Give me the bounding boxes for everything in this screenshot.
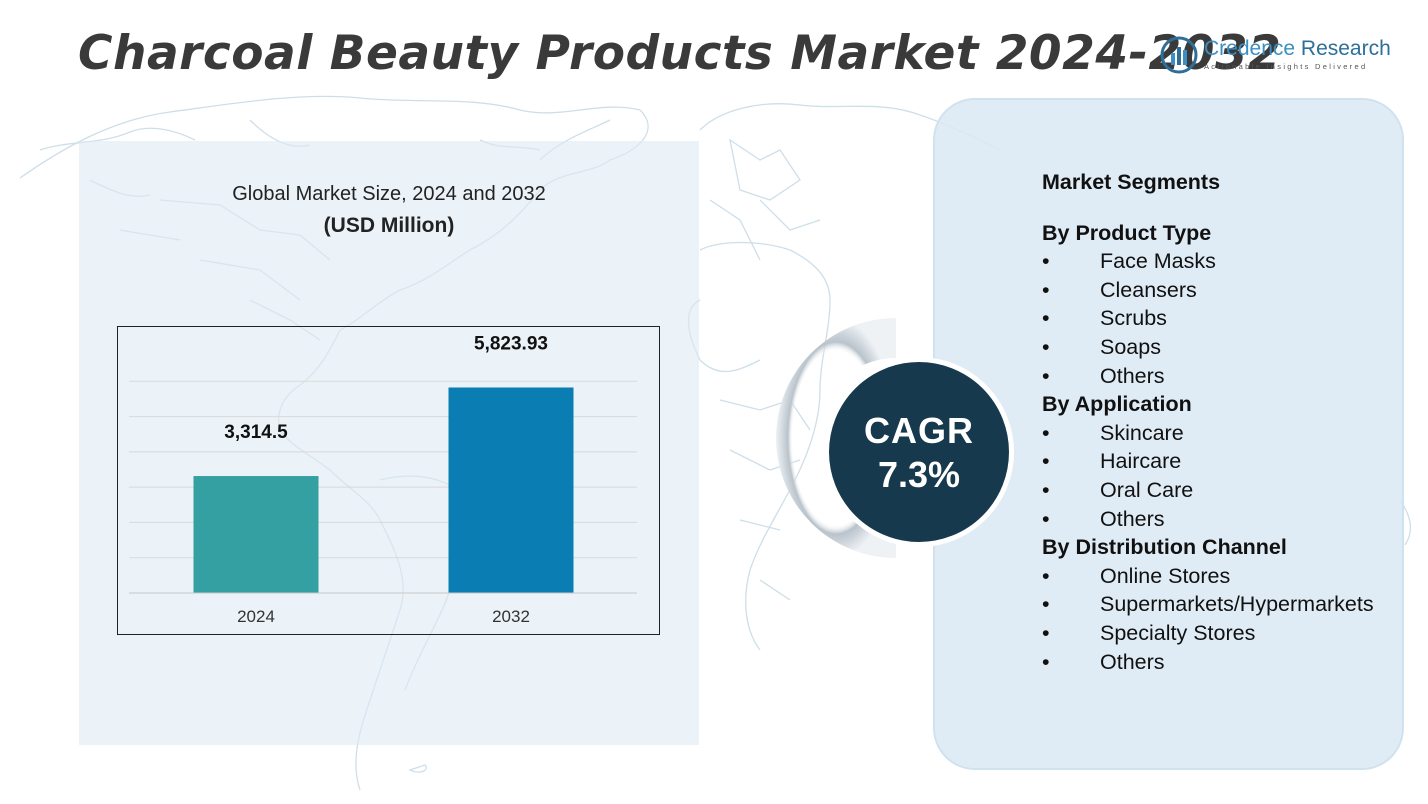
bullet-icon: • (1042, 449, 1050, 474)
segment-item-label: Scrubs (1100, 306, 1167, 331)
segment-item-label: Online Stores (1100, 563, 1231, 588)
page-title: Charcoal Beauty Products Market 2024-203… (78, 26, 1282, 81)
logo-name-second: Research (1295, 37, 1391, 60)
bar-chart-logo-icon (1160, 36, 1198, 74)
cagr-ring-decoration (776, 318, 896, 558)
bullet-icon: • (1042, 334, 1050, 359)
segments-heading: Market Segments (1042, 170, 1221, 194)
bar-chart: 3,314.5 2024 5,823.93 2032 (129, 333, 637, 626)
segment-item-label: Skincare (1100, 420, 1184, 445)
segment-item-label: Others (1100, 363, 1165, 388)
segment-item-label: Soaps (1100, 334, 1161, 359)
cagr-value: 7.3% (877, 454, 961, 495)
bullet-icon: • (1042, 592, 1050, 617)
x-tick-label: 2024 (237, 607, 275, 626)
segment-item: • Others (1042, 648, 1412, 677)
segment-item-label: Oral Care (1100, 477, 1194, 502)
segment-item: • Soaps (1042, 333, 1412, 362)
bullet-icon: • (1042, 249, 1050, 274)
segment-group-title: By Product Type (1042, 220, 1212, 245)
market-segments-list: Market Segments By Product Type • Face Mas… (1042, 168, 1412, 676)
data-label: 3,314.5 (224, 422, 288, 443)
data-label: 5,823.93 (474, 333, 548, 354)
logo-name-first: Credence (1204, 37, 1296, 60)
chart-title: Global Market Size, 2024 and 2032 (232, 183, 546, 205)
segment-item: • Supermarkets/Hypermarkets (1042, 590, 1412, 619)
x-tick-label: 2032 (492, 607, 530, 626)
segment-item-label: Others (1100, 506, 1165, 531)
segment-item: • Oral Care (1042, 476, 1412, 505)
logo-tagline: Actionable Insights Delivered (1204, 62, 1368, 71)
chart-subtitle: (USD Million) (323, 214, 455, 237)
segment-item: • Skincare (1042, 419, 1412, 448)
segment-item-label: Others (1100, 649, 1165, 674)
segment-item: • Others (1042, 505, 1412, 534)
segment-item: • Haircare (1042, 447, 1412, 476)
segment-item: • Online Stores (1042, 562, 1412, 591)
chart-frame (117, 326, 660, 635)
bullet-icon: • (1042, 420, 1050, 445)
bar-2024 (193, 476, 319, 593)
bar-2032 (448, 387, 574, 593)
cagr-badge: CAGR 7.3% (824, 357, 1014, 547)
logo-name: Credence Research (1204, 37, 1391, 61)
segment-group-title: By Application (1042, 392, 1192, 417)
segment-item-label: Specialty Stores (1100, 620, 1256, 645)
segment-item: • Specialty Stores (1042, 619, 1412, 648)
bullet-icon: • (1042, 306, 1050, 331)
chart-panel (79, 141, 699, 745)
bullet-icon: • (1042, 563, 1050, 588)
segment-item-label: Face Masks (1100, 249, 1216, 274)
segment-item: • Cleansers (1042, 276, 1412, 305)
segment-group-title: By Distribution Channel (1042, 535, 1287, 560)
bullet-icon: • (1042, 477, 1050, 502)
segment-item: • Face Masks (1042, 247, 1412, 276)
bullet-icon: • (1042, 506, 1050, 531)
bullet-icon: • (1042, 620, 1050, 645)
segment-item: • Scrubs (1042, 304, 1412, 333)
credence-research-logo: Credence Research Actionable Insights De… (1160, 36, 1400, 76)
bullet-icon: • (1042, 363, 1050, 388)
segment-item-label: Supermarkets/Hypermarkets (1100, 592, 1374, 617)
bullet-icon: • (1042, 277, 1050, 302)
bullet-icon: • (1042, 649, 1050, 674)
segment-item-label: Cleansers (1100, 277, 1197, 302)
segment-item: • Others (1042, 362, 1412, 391)
segment-item-label: Haircare (1100, 449, 1182, 474)
cagr-label: CAGR (864, 410, 974, 451)
